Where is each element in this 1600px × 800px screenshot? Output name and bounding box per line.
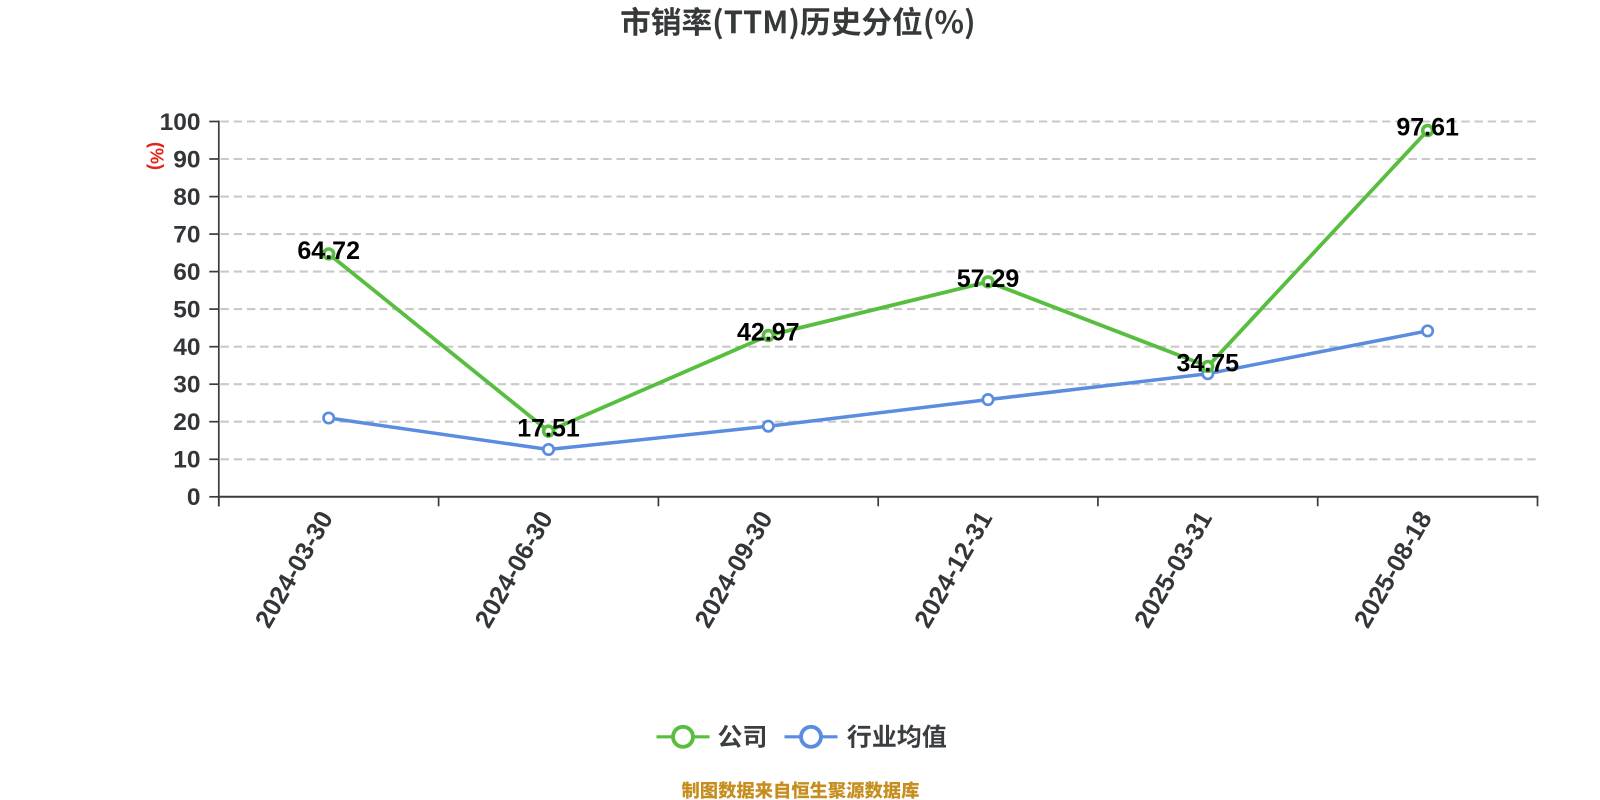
svg-text:17.51: 17.51 <box>517 414 580 442</box>
svg-text:10: 10 <box>173 447 200 474</box>
svg-text:42.97: 42.97 <box>737 319 800 347</box>
svg-text:34.75: 34.75 <box>1177 350 1240 378</box>
svg-text:97.61: 97.61 <box>1396 114 1459 142</box>
svg-text:80: 80 <box>173 184 200 211</box>
svg-text:0: 0 <box>187 484 201 511</box>
svg-text:2024-03-30: 2024-03-30 <box>250 507 339 633</box>
svg-text:20: 20 <box>173 409 200 436</box>
svg-text:2024-06-30: 2024-06-30 <box>470 507 559 633</box>
svg-text:90: 90 <box>173 146 200 173</box>
svg-text:(%): (%) <box>147 142 167 170</box>
svg-text:2024-09-30: 2024-09-30 <box>690 507 779 633</box>
svg-text:40: 40 <box>173 334 200 361</box>
svg-text:50: 50 <box>173 296 200 323</box>
svg-text:70: 70 <box>173 221 200 248</box>
svg-text:2024-12-31: 2024-12-31 <box>909 507 998 633</box>
svg-text:2025-03-31: 2025-03-31 <box>1129 507 1218 633</box>
svg-text:30: 30 <box>173 372 200 399</box>
svg-text:60: 60 <box>173 259 200 286</box>
svg-text:64.72: 64.72 <box>297 237 360 265</box>
svg-text:57.29: 57.29 <box>957 265 1020 293</box>
svg-text:100: 100 <box>160 109 201 136</box>
svg-text:2025-08-18: 2025-08-18 <box>1349 507 1438 633</box>
